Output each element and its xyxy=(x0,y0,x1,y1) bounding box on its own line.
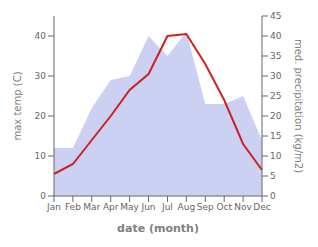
svg-text:20: 20 xyxy=(270,111,282,121)
svg-text:date (month): date (month) xyxy=(117,222,199,235)
svg-text:Jul: Jul xyxy=(161,202,173,212)
svg-text:Dec: Dec xyxy=(253,202,270,212)
svg-text:25: 25 xyxy=(270,91,281,101)
svg-text:Sep: Sep xyxy=(197,202,214,212)
svg-text:20: 20 xyxy=(35,111,47,121)
svg-text:40: 40 xyxy=(270,31,282,41)
svg-text:5: 5 xyxy=(270,171,276,181)
svg-text:May: May xyxy=(120,202,139,212)
svg-text:Jan: Jan xyxy=(46,202,61,212)
svg-text:35: 35 xyxy=(270,51,281,61)
svg-text:Aug: Aug xyxy=(178,202,196,212)
svg-text:40: 40 xyxy=(35,31,47,41)
svg-text:Jun: Jun xyxy=(141,202,156,212)
svg-text:max temp (C): max temp (C) xyxy=(12,71,23,140)
svg-text:10: 10 xyxy=(35,151,47,161)
svg-text:0: 0 xyxy=(40,191,46,201)
svg-text:med. precipitation (kg/m2): med. precipitation (kg/m2) xyxy=(293,39,304,173)
svg-text:Feb: Feb xyxy=(65,202,81,212)
svg-text:Oct: Oct xyxy=(216,202,232,212)
svg-text:30: 30 xyxy=(270,71,282,81)
svg-text:10: 10 xyxy=(270,151,282,161)
svg-text:Mar: Mar xyxy=(83,202,100,212)
svg-text:0: 0 xyxy=(270,191,276,201)
svg-text:Nov: Nov xyxy=(234,202,252,212)
svg-text:45: 45 xyxy=(270,11,281,21)
svg-text:30: 30 xyxy=(35,71,47,81)
svg-text:Apr: Apr xyxy=(103,202,119,212)
svg-text:15: 15 xyxy=(270,131,281,141)
